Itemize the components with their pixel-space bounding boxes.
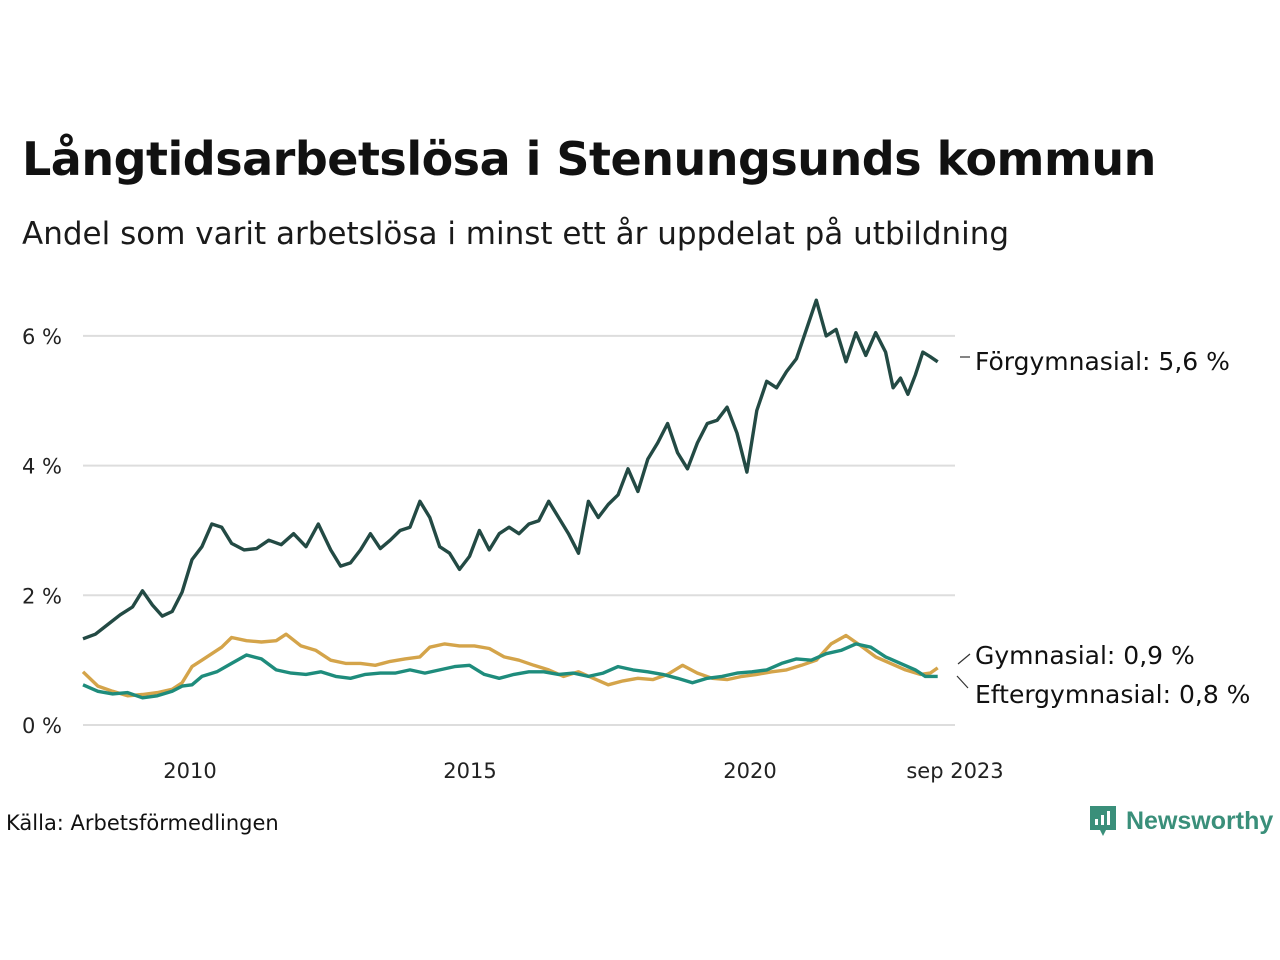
brand-name: Newsworthy bbox=[1126, 806, 1274, 835]
x-tick-label: 2010 bbox=[163, 759, 216, 783]
chart-subtitle: Andel som varit arbetslösa i minst ett å… bbox=[22, 216, 1010, 252]
end-label-förgymnasial: Förgymnasial: 5,6 % bbox=[975, 347, 1230, 376]
end-label-gymnasial: Gymnasial: 0,9 % bbox=[975, 641, 1195, 670]
chart-title: Långtidsarbetslösa i Stenungsunds kommun bbox=[22, 132, 1156, 186]
x-tick-label: 2015 bbox=[443, 759, 496, 783]
end-label-leader bbox=[956, 675, 969, 689]
end-label-eftergymnasial: Eftergymnasial: 0,8 % bbox=[975, 680, 1250, 709]
y-tick-label: 6 % bbox=[22, 325, 62, 349]
series-line-eftergymnasial bbox=[82, 642, 938, 700]
y-axis-labels: 0 % 2 % 4 % 6 % bbox=[22, 325, 62, 738]
series-lines bbox=[81, 298, 939, 700]
x-tick-label: 2020 bbox=[723, 759, 776, 783]
source-note: Källa: Arbetsförmedlingen bbox=[6, 811, 279, 835]
newsworthy-icon bbox=[1090, 806, 1116, 836]
grid-lines bbox=[83, 334, 955, 726]
x-tick-label: sep 2023 bbox=[906, 759, 1003, 783]
end-labels: Förgymnasial: 5,6 % Gymnasial: 0,9 % Efter… bbox=[956, 347, 1250, 709]
x-axis-labels: 2010 2015 2020 sep 2023 bbox=[163, 759, 1003, 783]
brand-logo: Newsworthy bbox=[1088, 804, 1273, 838]
y-tick-label: 4 % bbox=[22, 455, 62, 479]
y-tick-label: 0 % bbox=[22, 714, 62, 738]
series-line-förgymnasial bbox=[82, 298, 939, 641]
series-line-gymnasial bbox=[81, 632, 939, 698]
end-label-leader bbox=[957, 653, 971, 665]
y-tick-label: 2 % bbox=[22, 584, 62, 608]
